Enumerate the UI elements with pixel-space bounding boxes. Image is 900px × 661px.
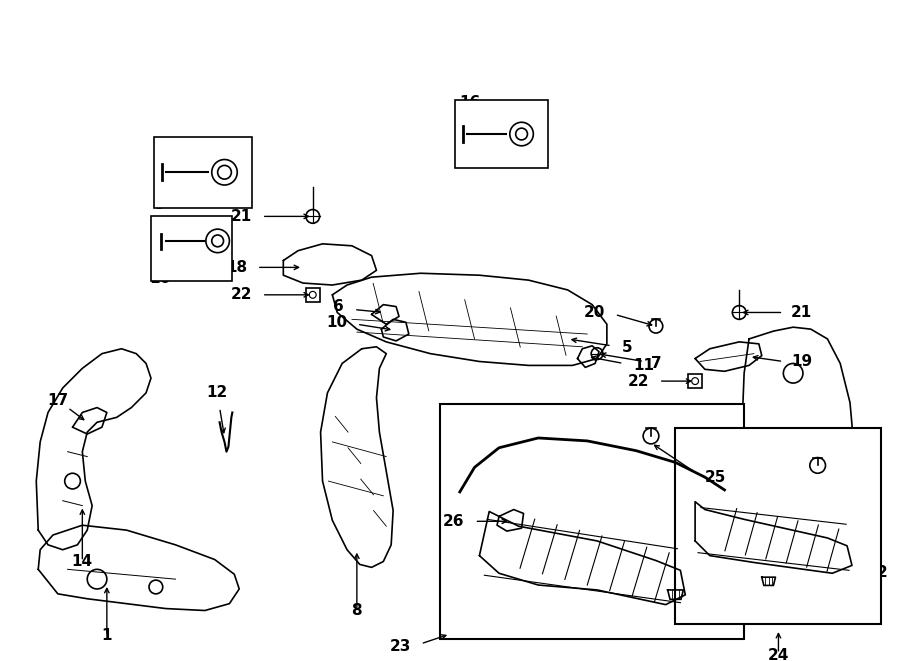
Text: 26: 26 <box>443 514 464 529</box>
Text: 4: 4 <box>683 595 694 610</box>
Text: 17: 17 <box>48 393 68 408</box>
Text: 23: 23 <box>390 639 410 654</box>
Bar <box>306 288 319 301</box>
Bar <box>151 216 232 281</box>
Text: 21: 21 <box>230 209 252 224</box>
Text: 22: 22 <box>230 288 252 302</box>
Text: 13: 13 <box>568 472 589 486</box>
Bar <box>154 137 252 208</box>
Text: 12: 12 <box>206 385 228 400</box>
Text: 17: 17 <box>646 486 667 501</box>
Text: 5: 5 <box>622 340 632 355</box>
Text: 10: 10 <box>326 315 347 330</box>
Bar <box>440 404 744 639</box>
Text: 16: 16 <box>460 95 482 110</box>
Text: 2: 2 <box>877 564 887 580</box>
Bar <box>688 374 702 388</box>
Bar <box>676 428 881 624</box>
Text: 3: 3 <box>835 609 846 624</box>
Text: 19: 19 <box>791 354 813 369</box>
Text: 11: 11 <box>634 358 654 373</box>
Text: 9: 9 <box>154 198 165 212</box>
Text: 24: 24 <box>768 648 789 661</box>
Text: 14: 14 <box>72 555 93 569</box>
Text: 8: 8 <box>352 603 362 618</box>
Text: 20: 20 <box>583 305 605 320</box>
Text: 15: 15 <box>656 540 677 555</box>
Text: 18: 18 <box>226 260 248 275</box>
Text: 6: 6 <box>333 299 344 314</box>
Bar <box>454 100 548 169</box>
Text: 16: 16 <box>149 271 170 286</box>
Text: 25: 25 <box>705 470 726 485</box>
Text: 21: 21 <box>791 305 813 320</box>
Text: 1: 1 <box>102 628 112 643</box>
Text: 7: 7 <box>651 356 661 371</box>
Text: 22: 22 <box>627 373 649 389</box>
